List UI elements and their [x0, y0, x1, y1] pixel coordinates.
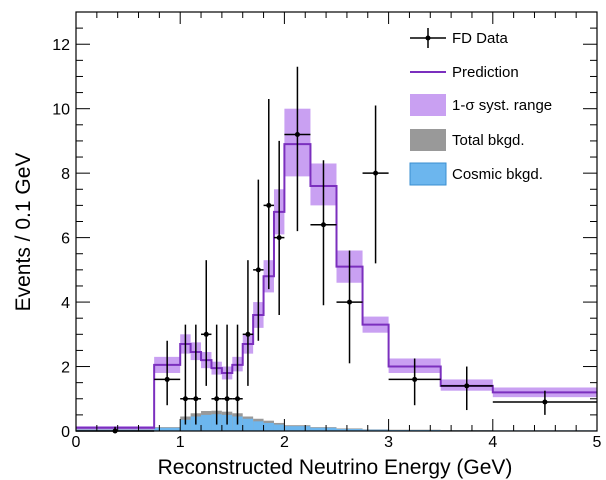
legend-entry-prediction: Prediction	[410, 64, 519, 81]
legend-label-syst: 1-σ syst. range	[452, 97, 552, 114]
legend-total-bkgd-swatch	[410, 129, 446, 151]
axis-ticks	[75, 11, 598, 432]
cosmic-bkgd-bin	[242, 418, 254, 431]
x-tick-label: 3	[384, 434, 393, 451]
legend-entry-syst: 1-σ syst. range	[410, 94, 552, 116]
x-tick-label: 1	[176, 434, 185, 451]
y-tick-label: 0	[61, 424, 70, 441]
cosmic-bkgd-bin	[180, 419, 191, 431]
y-axis-title: Events / 0.1 GeV	[12, 153, 35, 312]
data-point-marker	[320, 222, 326, 228]
data-point-marker	[203, 331, 209, 337]
data-point-marker	[164, 376, 170, 382]
y-tick-label: 8	[61, 166, 70, 183]
cosmic-bkgd-bin	[201, 414, 212, 431]
data-point	[440, 366, 493, 411]
data-point-marker	[276, 235, 282, 241]
x-tick-label: 2	[280, 434, 289, 451]
data-point-marker	[373, 170, 379, 176]
data-point-marker	[182, 396, 188, 402]
legend-label-fd-data: FD Data	[452, 30, 509, 47]
y-tick-label: 10	[52, 102, 70, 119]
cosmic-bkgd-bin	[154, 427, 181, 431]
data-point-marker	[235, 396, 241, 402]
data-point	[190, 324, 202, 425]
legend-label-prediction: Prediction	[452, 64, 519, 81]
data-point	[232, 324, 243, 425]
data-points-group	[76, 66, 597, 434]
legend-entry-total-bkgd: Total bkgd.	[410, 129, 525, 151]
data-point	[362, 105, 389, 264]
legend-label-total-bkgd: Total bkgd.	[452, 132, 525, 149]
data-point	[201, 260, 212, 386]
x-tick-label: 4	[488, 434, 497, 451]
x-axis-title: Reconstructed Neutrino Energy (GeV)	[158, 456, 513, 479]
data-point	[221, 324, 233, 425]
legend: FD Data Prediction 1-σ syst. range Total…	[409, 28, 552, 186]
cosmic-bkgd-bin	[336, 429, 363, 431]
legend-label-cosmic-bkgd: Cosmic bkgd.	[452, 166, 543, 183]
data-point-marker	[412, 376, 418, 382]
cosmic-bkgd-bin	[284, 426, 311, 431]
data-point-marker	[464, 383, 470, 389]
legend-cosmic-bkgd-swatch	[409, 162, 447, 186]
data-point-marker	[266, 202, 272, 208]
data-point	[336, 250, 363, 364]
prediction-line	[76, 143, 597, 429]
data-point	[263, 99, 274, 290]
data-point-marker	[294, 131, 300, 137]
data-point-marker	[224, 396, 230, 402]
data-point-marker	[214, 396, 220, 402]
data-point	[273, 140, 285, 315]
data-point	[310, 160, 337, 306]
cosmic-bkgd-bin	[253, 421, 264, 431]
data-point-marker	[542, 399, 548, 405]
cosmic-bkgd-bin	[362, 429, 389, 431]
legend-syst-swatch	[410, 94, 446, 116]
data-point	[211, 324, 222, 425]
data-point	[180, 324, 191, 425]
x-tick-label: 0	[72, 434, 81, 451]
data-point	[284, 66, 311, 232]
legend-data-marker	[425, 35, 431, 41]
data-point-marker	[193, 396, 199, 402]
cosmic-bkgd-bin	[273, 424, 285, 431]
x-tick-label: 5	[593, 434, 602, 451]
y-tick-label: 2	[61, 360, 70, 377]
data-point	[492, 390, 597, 415]
data-point-marker	[347, 299, 353, 305]
cosmic-bkgd-bin	[263, 422, 274, 431]
data-point	[253, 179, 264, 341]
plot-area	[76, 66, 597, 434]
data-point	[154, 340, 181, 406]
y-tick-label: 4	[61, 295, 70, 312]
y-tick-label: 6	[61, 231, 70, 248]
cosmic-bkgd-bin	[310, 427, 337, 431]
legend-entry-cosmic-bkgd: Cosmic bkgd.	[409, 162, 543, 186]
legend-entry-fd-data: FD Data	[410, 28, 509, 48]
data-point	[242, 260, 254, 386]
data-point-marker	[245, 331, 251, 337]
data-point-marker	[255, 267, 261, 273]
data-point	[388, 358, 441, 406]
y-tick-label: 12	[52, 37, 70, 54]
